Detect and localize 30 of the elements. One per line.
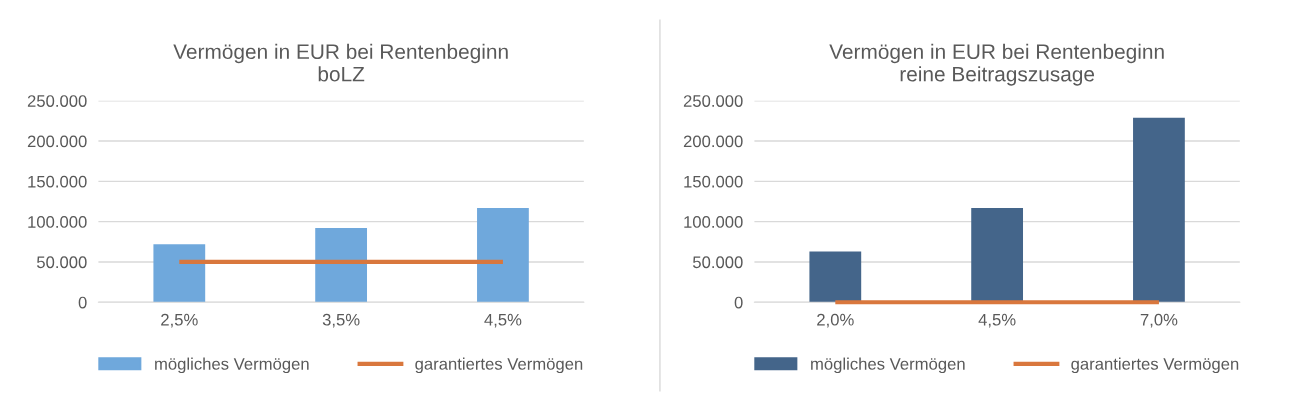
bar [971, 207, 1024, 303]
bar [315, 228, 368, 303]
y-tick-label: 100.000 [28, 216, 87, 228]
y-tick-label: 50.000 [692, 256, 743, 269]
legend-label: garantiertes Vermögen [415, 357, 583, 374]
y-tick-label: 0 [734, 296, 743, 309]
x-tick-label: 2,5% [161, 313, 198, 328]
legend-label: garantiertes Vermögen [1071, 357, 1239, 374]
y-tick-label: 150.000 [684, 175, 743, 188]
y-tick-label: 50.000 [36, 256, 87, 269]
legend-label: mögliches Vermögen [811, 357, 965, 374]
x-tick-label: 7,0% [1140, 313, 1178, 328]
x-tick-label: 4,5% [484, 313, 522, 328]
x-tick-label: 3,5% [322, 313, 360, 328]
y-tick-label: 100.000 [684, 216, 743, 228]
y-tick-label: 0 [78, 296, 87, 309]
y-tick-label: 150.000 [28, 175, 87, 188]
chart-title: Vermögen in EUR bei Rentenbeginn boLZ [173, 43, 508, 82]
y-tick-label: 200.000 [683, 135, 743, 148]
bar [1133, 117, 1185, 303]
bar [477, 207, 529, 303]
chart-title: Vermögen in EUR bei Rentenbeginn reine Beitragszusage [829, 43, 1164, 86]
y-tick-label: 200.000 [27, 135, 87, 148]
legend-label: mögliches Vermögen [155, 357, 309, 374]
x-tick-label: 4,5% [978, 313, 1016, 328]
x-tick-label: 2,0% [817, 313, 854, 328]
bar [153, 244, 206, 303]
y-tick-label: 250.000 [683, 95, 743, 107]
bar [809, 251, 862, 303]
y-tick-label: 250.000 [27, 95, 87, 107]
